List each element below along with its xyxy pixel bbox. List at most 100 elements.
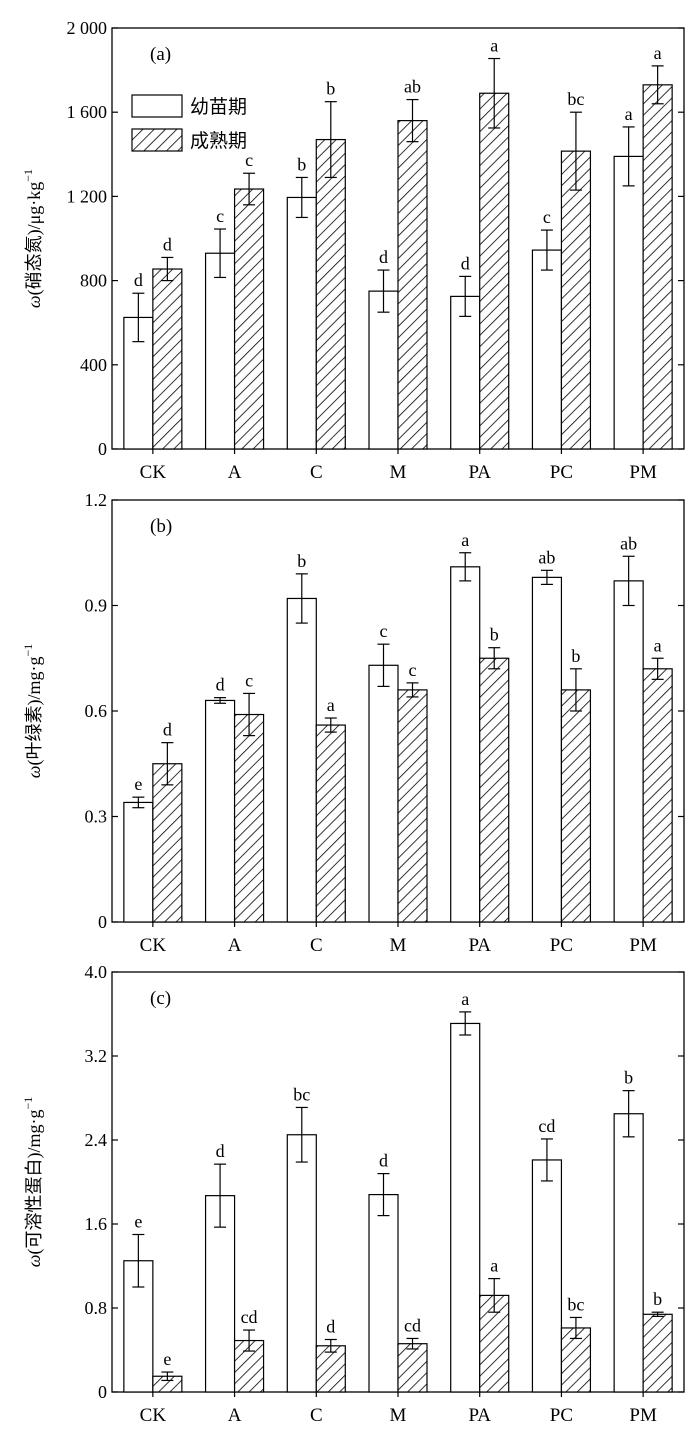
bar — [397, 1343, 428, 1393]
bar — [123, 801, 154, 923]
significance-label: b — [297, 551, 306, 571]
significance-label: d — [379, 247, 388, 267]
chart-panel: 0 0.3 0.6 0.9 1.2 ω(叶绿素)/mg·g−1 (b) CK A C M PA PC PM… — [21, 490, 685, 956]
significance-label: a — [490, 1256, 498, 1276]
significance-label: e — [134, 774, 142, 794]
bar — [531, 249, 563, 450]
y-tick-label: 400 — [80, 355, 107, 375]
bar — [613, 1113, 644, 1393]
chart-panel: 0 0.8 1.6 2.4 3.2 4.0 ω(可溶性蛋白)/mg·g−1 (c) CK A C M P… — [21, 962, 685, 1426]
bar — [642, 1313, 673, 1393]
x-tick-label: PA — [468, 935, 491, 956]
x-tick-label: PM — [629, 462, 657, 483]
y-tick-label: 0 — [98, 439, 107, 459]
x-tick-label: M — [390, 462, 407, 483]
significance-label: c — [245, 670, 253, 690]
significance-label: cd — [538, 1116, 555, 1136]
significance-label: e — [134, 1212, 142, 1232]
x-tick-label: PC — [550, 462, 573, 483]
significance-label: d — [134, 270, 143, 290]
significance-label: a — [461, 989, 469, 1009]
bar — [152, 268, 183, 450]
y-tick-label: 2 000 — [67, 18, 108, 38]
y-tick-label: 2.4 — [85, 1130, 108, 1150]
significance-label: cd — [241, 1307, 258, 1327]
panel-label: (a) — [150, 44, 171, 65]
y-tick-label: 1.2 — [85, 490, 108, 510]
significance-label: d — [379, 1151, 388, 1171]
bar — [479, 657, 510, 923]
legend-label: 成熟期 — [190, 130, 247, 152]
significance-label: a — [654, 635, 662, 655]
bar — [450, 1022, 481, 1393]
bar — [368, 664, 399, 923]
x-tick-label: PM — [629, 935, 657, 956]
significance-label: c — [543, 207, 551, 227]
x-tick-label: PA — [468, 462, 491, 483]
bar — [397, 120, 428, 450]
significance-label: a — [654, 43, 662, 63]
x-tick-label: CK — [140, 935, 167, 956]
bar — [368, 1193, 399, 1393]
bar — [613, 155, 644, 450]
y-axis-label: ω(可溶性蛋白)/mg·g−1 — [21, 1097, 45, 1267]
y-tick-label: 0.8 — [85, 1298, 108, 1318]
bar — [286, 597, 317, 923]
significance-label: b — [624, 1068, 633, 1088]
significance-label: ab — [538, 547, 555, 567]
x-tick-label: M — [390, 935, 407, 956]
x-tick-label: M — [390, 1405, 407, 1426]
y-tick-label: 800 — [80, 271, 107, 291]
y-tick-label: 0.3 — [85, 807, 108, 827]
bar — [233, 713, 265, 923]
x-tick-label: PC — [550, 935, 573, 956]
x-tick-label: C — [310, 1405, 323, 1426]
significance-label: d — [326, 1317, 335, 1337]
x-tick-label: CK — [140, 462, 167, 483]
significance-label: a — [461, 530, 469, 550]
significance-label: d — [163, 234, 172, 254]
bar — [642, 668, 673, 923]
bar — [531, 576, 563, 923]
significance-label: d — [163, 720, 172, 740]
y-tick-label: 0 — [98, 1382, 107, 1402]
y-tick-label: 0.9 — [85, 596, 108, 616]
bar — [531, 1159, 563, 1393]
bar — [315, 724, 346, 923]
x-tick-label: A — [228, 462, 242, 483]
x-tick-label: PM — [629, 1405, 657, 1426]
bar — [233, 188, 265, 450]
significance-label: bc — [293, 1084, 310, 1104]
bar — [152, 763, 183, 923]
x-tick-label: A — [228, 935, 242, 956]
significance-label: b — [490, 625, 499, 645]
y-axis-label: ω(叶绿素)/mg·g−1 — [21, 644, 45, 778]
x-tick-label: CK — [140, 1405, 167, 1426]
bar — [560, 689, 592, 923]
significance-label: d — [216, 675, 225, 695]
bar — [450, 295, 481, 450]
chart-panel: 0 400 800 1 200 1 600 2 000 ω(硝态氮)/μg·kg−1 (a) C… — [21, 18, 685, 483]
significance-label: b — [571, 646, 580, 666]
bar — [315, 1345, 346, 1393]
x-tick-label: PA — [468, 1405, 491, 1426]
significance-label: d — [216, 1141, 225, 1161]
significance-label: ab — [620, 533, 637, 553]
bar — [613, 580, 644, 923]
y-tick-label: 0 — [98, 912, 107, 932]
significance-label: c — [216, 206, 224, 226]
y-tick-label: 1 200 — [67, 186, 108, 206]
bar — [204, 699, 236, 923]
y-tick-label: 4.0 — [85, 962, 108, 982]
significance-label: c — [409, 660, 417, 680]
bar — [368, 290, 399, 450]
bar — [450, 566, 481, 923]
bar — [479, 92, 510, 450]
significance-label: a — [327, 695, 335, 715]
bar — [642, 84, 673, 450]
significance-label: a — [490, 36, 498, 56]
panel-label: (b) — [150, 516, 172, 537]
legend-swatch — [131, 94, 183, 118]
significance-label: bc — [567, 89, 584, 109]
